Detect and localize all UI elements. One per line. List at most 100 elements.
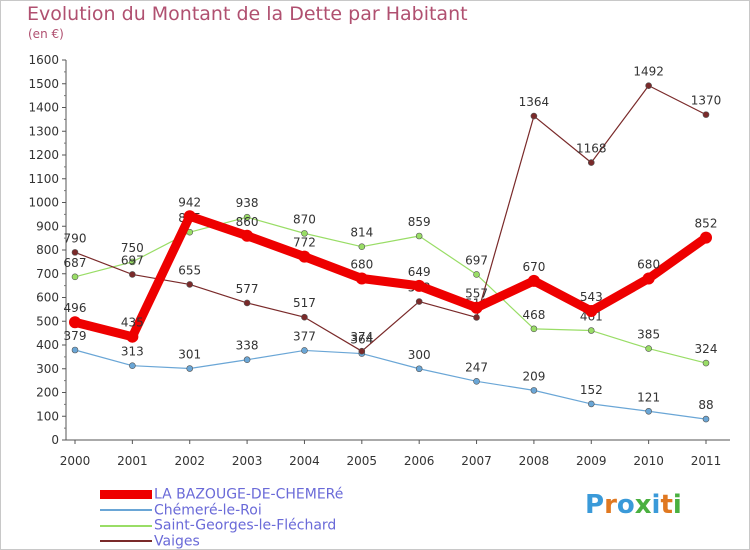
- data-point: [473, 314, 480, 321]
- data-point: [642, 272, 655, 285]
- legend-item: LA BAZOUGE-DE-CHEMERé: [100, 484, 343, 503]
- data-label: 301: [178, 348, 201, 362]
- data-point: [126, 330, 139, 343]
- y-tick-label: 1100: [28, 172, 59, 186]
- data-label: 88: [698, 398, 713, 412]
- legend-label: Saint-Georges-le-Fléchard: [154, 517, 337, 534]
- x-tick-label: 2004: [289, 454, 320, 468]
- data-label: 247: [465, 360, 488, 374]
- x-tick-label: 2009: [576, 454, 607, 468]
- proxiti-logo: Proxiti: [585, 490, 682, 520]
- data-point: [470, 301, 483, 314]
- data-point: [415, 365, 423, 373]
- logo-letter: t: [660, 490, 673, 520]
- data-point: [700, 231, 712, 244]
- data-label: 687: [64, 256, 87, 270]
- series-line-1: [74, 349, 707, 420]
- data-point: [241, 229, 254, 242]
- data-label: 496: [64, 301, 87, 315]
- data-point: [129, 362, 136, 369]
- legend-item: Vaiges: [100, 531, 343, 549]
- data-label: 543: [580, 290, 603, 304]
- data-point: [298, 250, 311, 263]
- data-point: [473, 378, 480, 385]
- logo-letter: x: [634, 490, 652, 520]
- data-label: 680: [350, 258, 373, 272]
- y-tick-label: 600: [36, 291, 59, 305]
- data-label: 814: [350, 226, 373, 240]
- legend-label: Vaiges: [154, 533, 200, 549]
- logo-letter: P: [585, 490, 605, 520]
- data-point: [301, 230, 308, 237]
- data-point: [71, 273, 79, 281]
- data-point: [301, 347, 308, 354]
- data-point: [645, 345, 652, 352]
- data-label: 860: [236, 215, 259, 229]
- data-point: [413, 279, 426, 292]
- y-tick-label: 500: [36, 314, 59, 328]
- data-label: 790: [64, 231, 87, 245]
- x-tick-label: 2002: [174, 454, 205, 468]
- data-point: [702, 415, 710, 423]
- chart-title: Evolution du Montant de la Dette par Hab…: [27, 3, 468, 25]
- data-label: 772: [293, 236, 316, 250]
- data-label: 1492: [633, 65, 664, 79]
- data-label: 300: [408, 348, 431, 362]
- data-label: 364: [350, 333, 373, 347]
- series-line-2: [74, 216, 707, 364]
- data-label: 468: [522, 308, 545, 322]
- data-point: [358, 243, 366, 250]
- y-tick-label: 1600: [28, 53, 59, 67]
- data-label: 379: [64, 329, 87, 343]
- data-point: [585, 305, 598, 318]
- y-tick-label: 300: [36, 362, 59, 376]
- y-tick-label: 1000: [28, 196, 59, 210]
- data-point: [645, 407, 652, 415]
- y-tick-label: 800: [36, 243, 59, 257]
- data-point: [415, 298, 423, 305]
- data-label: 697: [121, 253, 144, 267]
- chart-legend: LA BAZOUGE-DE-CHEMERé Chémeré-le-Roi Saint…: [100, 484, 343, 549]
- data-point: [587, 159, 595, 166]
- data-label: 1364: [519, 95, 550, 109]
- logo-letter: i: [672, 490, 682, 520]
- data-label: 324: [695, 342, 718, 356]
- chart-subtitle: (en €): [28, 27, 64, 41]
- y-tick-label: 400: [36, 338, 59, 352]
- data-point: [702, 111, 710, 118]
- data-label: 750: [121, 241, 144, 255]
- x-tick-label: 2008: [519, 454, 550, 468]
- legend-item: Saint-Georges-le-Fléchard: [100, 515, 343, 534]
- data-label: 942: [178, 195, 201, 209]
- x-tick-label: 2011: [691, 454, 722, 468]
- data-label: 655: [178, 263, 201, 277]
- data-point: [355, 272, 368, 285]
- data-label: 670: [522, 260, 545, 274]
- data-label: 385: [637, 328, 660, 342]
- data-point: [473, 271, 480, 278]
- data-label: 859: [408, 215, 431, 229]
- y-tick-label: 1500: [28, 77, 59, 91]
- y-tick-label: 200: [36, 386, 59, 400]
- data-point: [702, 359, 710, 367]
- series-line-3: [74, 85, 707, 352]
- data-point: [415, 232, 423, 240]
- data-point: [530, 325, 538, 333]
- data-label: 209: [522, 369, 545, 383]
- y-tick-label: 1200: [28, 148, 59, 162]
- data-label: 1168: [576, 142, 607, 156]
- legend-label: Chémeré-le-Roi: [154, 502, 262, 518]
- data-point: [71, 346, 79, 354]
- data-point: [243, 213, 251, 221]
- legend-swatch: [100, 509, 152, 511]
- data-point: [358, 347, 366, 355]
- data-label: 377: [293, 329, 316, 343]
- data-point: [186, 281, 194, 288]
- data-label: 313: [121, 345, 144, 359]
- data-label: 435: [121, 316, 144, 330]
- x-tick-label: 2003: [232, 454, 263, 468]
- data-label: 852: [695, 217, 718, 231]
- legend-swatch: [100, 540, 152, 542]
